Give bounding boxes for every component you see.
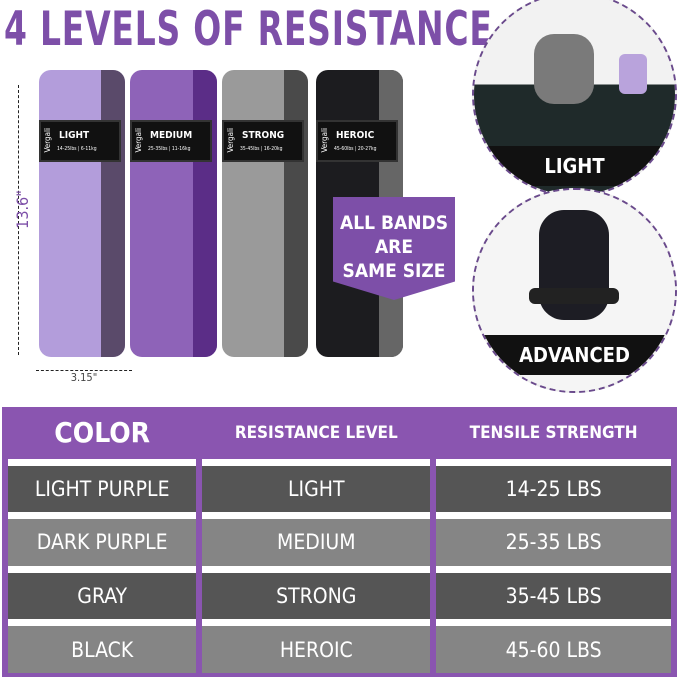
table-cell: 25-35 LBS bbox=[436, 512, 671, 566]
brand-logo: Vergali bbox=[43, 128, 52, 153]
band-tag: Vergali HEROIC 45-60lbs | 20-27kg bbox=[316, 120, 398, 162]
table-cell: LIGHT PURPLE bbox=[8, 458, 197, 513]
band-inner-side bbox=[283, 70, 308, 357]
band-strong: Vergali STRONG 35-45lbs | 16-20kg bbox=[222, 70, 308, 357]
band-light: Vergali LIGHT 14-25lbs | 6-11kg bbox=[39, 70, 125, 357]
advanced-banner: ADVANCED bbox=[474, 335, 675, 375]
band-inner-side bbox=[100, 70, 125, 357]
table-row: GRAY STRONG 35-45 LBS bbox=[8, 565, 671, 620]
header-color: COLOR bbox=[54, 416, 151, 450]
band-tag: Vergali STRONG 35-45lbs | 16-20kg bbox=[222, 120, 304, 162]
band-tag: Vergali MEDIUM 25-35lbs | 11-16kg bbox=[130, 120, 212, 162]
table-cell: GRAY bbox=[8, 565, 197, 620]
brand-logo: Vergali bbox=[134, 128, 143, 153]
table-header: COLOR RESISTANCE LEVEL TENSILE STRENGTH bbox=[8, 407, 671, 459]
band-level: LIGHT bbox=[59, 130, 90, 141]
person-figure bbox=[534, 34, 594, 104]
table-row: LIGHT PURPLE LIGHT 14-25 LBS bbox=[8, 458, 671, 513]
table-row: DARK PURPLE MEDIUM 25-35 LBS bbox=[8, 512, 671, 566]
brand-logo: Vergali bbox=[226, 128, 235, 153]
band-figure bbox=[619, 54, 647, 94]
band-tag: Vergali LIGHT 14-25lbs | 6-11kg bbox=[39, 120, 121, 162]
width-dimension-label: 3.15" bbox=[36, 370, 132, 384]
resistance-table: COLOR RESISTANCE LEVEL TENSILE STRENGTH … bbox=[2, 407, 677, 677]
callout-line: ALL BANDS bbox=[339, 212, 449, 234]
header-tensile-strength: TENSILE STRENGTH bbox=[469, 422, 638, 443]
table-row: BLACK HEROIC 45-60 LBS bbox=[8, 619, 671, 673]
callout-line: SAME SIZE bbox=[342, 260, 446, 282]
band-range: 14-25lbs | 6-11kg bbox=[57, 146, 97, 152]
light-banner: LIGHT bbox=[474, 146, 675, 186]
band-range: 35-45lbs | 16-20kg bbox=[240, 146, 283, 152]
band-level: HEROIC bbox=[336, 130, 375, 141]
height-dimension-line bbox=[18, 85, 19, 355]
table-cell: 14-25 LBS bbox=[436, 458, 671, 513]
band-level: STRONG bbox=[242, 130, 285, 141]
table-cell: 45-60 LBS bbox=[436, 619, 671, 673]
page-title: 4 LEVELS OF RESISTANCE bbox=[4, 2, 493, 57]
band-level: MEDIUM bbox=[150, 130, 193, 141]
table-cell: BLACK bbox=[8, 619, 197, 673]
table-cell: STRONG bbox=[202, 565, 431, 620]
brand-logo: Vergali bbox=[320, 128, 329, 153]
band-medium: Vergali MEDIUM 25-35lbs | 11-16kg bbox=[130, 70, 217, 357]
table-cell: 35-45 LBS bbox=[436, 565, 671, 620]
band-range: 25-35lbs | 11-16kg bbox=[148, 146, 191, 152]
band-inner-side bbox=[192, 70, 217, 357]
band-figure bbox=[529, 288, 619, 304]
light-exercise-photo: LIGHT bbox=[472, 0, 677, 197]
table-cell: DARK PURPLE bbox=[8, 512, 197, 566]
header-resistance-level: RESISTANCE LEVEL bbox=[234, 422, 398, 443]
same-size-callout: ALL BANDS ARE SAME SIZE bbox=[333, 197, 455, 300]
advanced-exercise-photo: ADVANCED bbox=[472, 188, 677, 393]
callout-line: ARE bbox=[374, 236, 414, 258]
table-cell: MEDIUM bbox=[202, 512, 431, 566]
table-cell: LIGHT bbox=[202, 458, 431, 513]
height-dimension-label: 13.6" bbox=[12, 190, 32, 229]
table-cell: HEROIC bbox=[202, 619, 431, 673]
band-heroic: Vergali HEROIC 45-60lbs | 20-27kg bbox=[316, 70, 403, 357]
band-range: 45-60lbs | 20-27kg bbox=[334, 146, 377, 152]
